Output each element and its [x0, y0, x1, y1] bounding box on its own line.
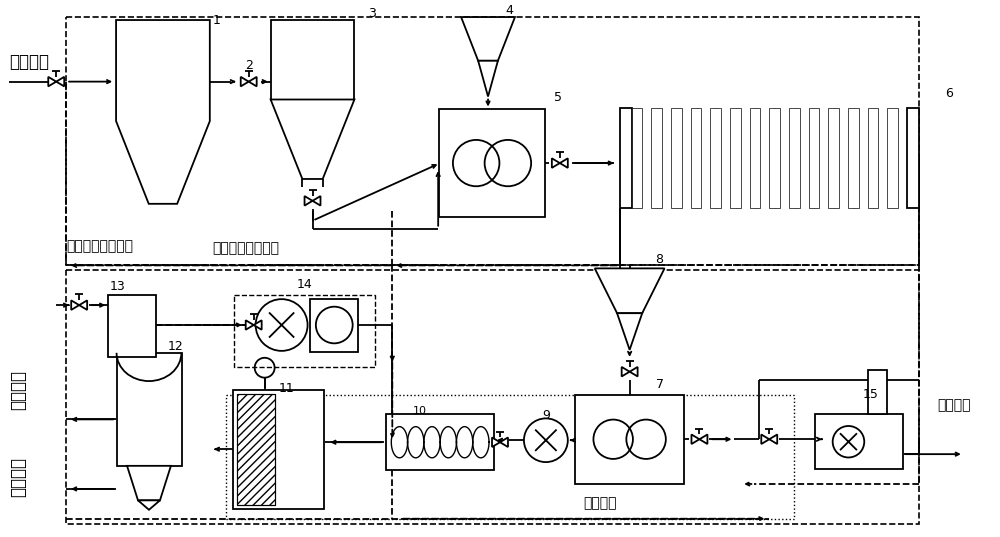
Text: 7: 7 [656, 378, 664, 390]
Text: 8: 8 [656, 253, 664, 266]
Polygon shape [246, 320, 254, 330]
Bar [632, 108, 642, 208]
Bar [108, 295, 156, 357]
Bar [233, 389, 324, 509]
Bar [237, 394, 275, 505]
Bar [868, 369, 887, 415]
Polygon shape [552, 158, 560, 168]
Text: 14: 14 [297, 278, 312, 291]
Bar [907, 108, 919, 208]
Polygon shape [116, 20, 210, 204]
Polygon shape [71, 300, 79, 310]
Text: 11: 11 [279, 382, 294, 395]
Polygon shape [761, 434, 769, 444]
Text: 外运填埋: 外运填埋 [937, 398, 970, 412]
Bar [237, 394, 275, 505]
Text: 13: 13 [109, 280, 125, 293]
Polygon shape [48, 77, 56, 86]
Text: 5: 5 [554, 91, 562, 105]
Polygon shape [138, 500, 160, 510]
Bar [828, 108, 839, 208]
Bar [386, 415, 494, 470]
Polygon shape [630, 367, 638, 376]
Bar [809, 108, 819, 208]
Bar [226, 395, 794, 519]
Polygon shape [271, 20, 354, 99]
Text: 滤液、上清液回流: 滤液、上清液回流 [66, 240, 133, 253]
Text: 12: 12 [168, 340, 184, 353]
Text: 1: 1 [213, 14, 221, 27]
Text: 城市污水: 城市污水 [9, 53, 49, 71]
Text: 3: 3 [368, 7, 376, 20]
Bar [848, 108, 859, 208]
Bar [691, 108, 701, 208]
Bar [310, 299, 358, 352]
Polygon shape [769, 434, 777, 444]
Bar [66, 270, 919, 524]
Polygon shape [271, 99, 354, 179]
Text: 9: 9 [542, 409, 550, 423]
Polygon shape [79, 300, 87, 310]
Polygon shape [313, 196, 320, 206]
Bar [710, 108, 721, 208]
Bar [439, 110, 545, 217]
Bar [651, 108, 662, 208]
Bar [671, 108, 682, 208]
Text: 6: 6 [945, 86, 953, 99]
Text: 2: 2 [245, 59, 253, 72]
Polygon shape [560, 158, 568, 168]
Polygon shape [595, 268, 665, 313]
Text: 电力输送: 电力输送 [583, 496, 616, 510]
Text: 滤液、上清液回流: 滤液、上清液回流 [212, 242, 279, 256]
Text: 10: 10 [413, 407, 427, 416]
Bar [769, 108, 780, 208]
Bar [575, 395, 684, 484]
Text: 4: 4 [505, 4, 513, 17]
Polygon shape [691, 434, 699, 444]
Polygon shape [492, 438, 500, 447]
Text: 15: 15 [863, 388, 879, 401]
Bar [750, 108, 760, 208]
Polygon shape [617, 313, 642, 350]
Polygon shape [254, 320, 262, 330]
Bar [117, 353, 182, 466]
Polygon shape [461, 17, 515, 61]
Polygon shape [56, 77, 64, 86]
Bar [789, 108, 800, 208]
Polygon shape [478, 61, 498, 97]
Bar [887, 108, 898, 208]
Bar [620, 108, 632, 208]
Text: 液相产物: 液相产物 [9, 369, 27, 410]
Bar [730, 108, 741, 208]
Polygon shape [305, 196, 313, 206]
Polygon shape [249, 77, 257, 86]
Polygon shape [500, 438, 508, 447]
Polygon shape [127, 466, 171, 500]
Text: 固相产物: 固相产物 [9, 457, 27, 497]
Bar [66, 17, 919, 265]
Bar [234, 295, 375, 367]
Bar [815, 415, 903, 469]
Polygon shape [241, 77, 249, 86]
Polygon shape [699, 434, 707, 444]
Bar [868, 108, 878, 208]
Polygon shape [622, 367, 630, 376]
